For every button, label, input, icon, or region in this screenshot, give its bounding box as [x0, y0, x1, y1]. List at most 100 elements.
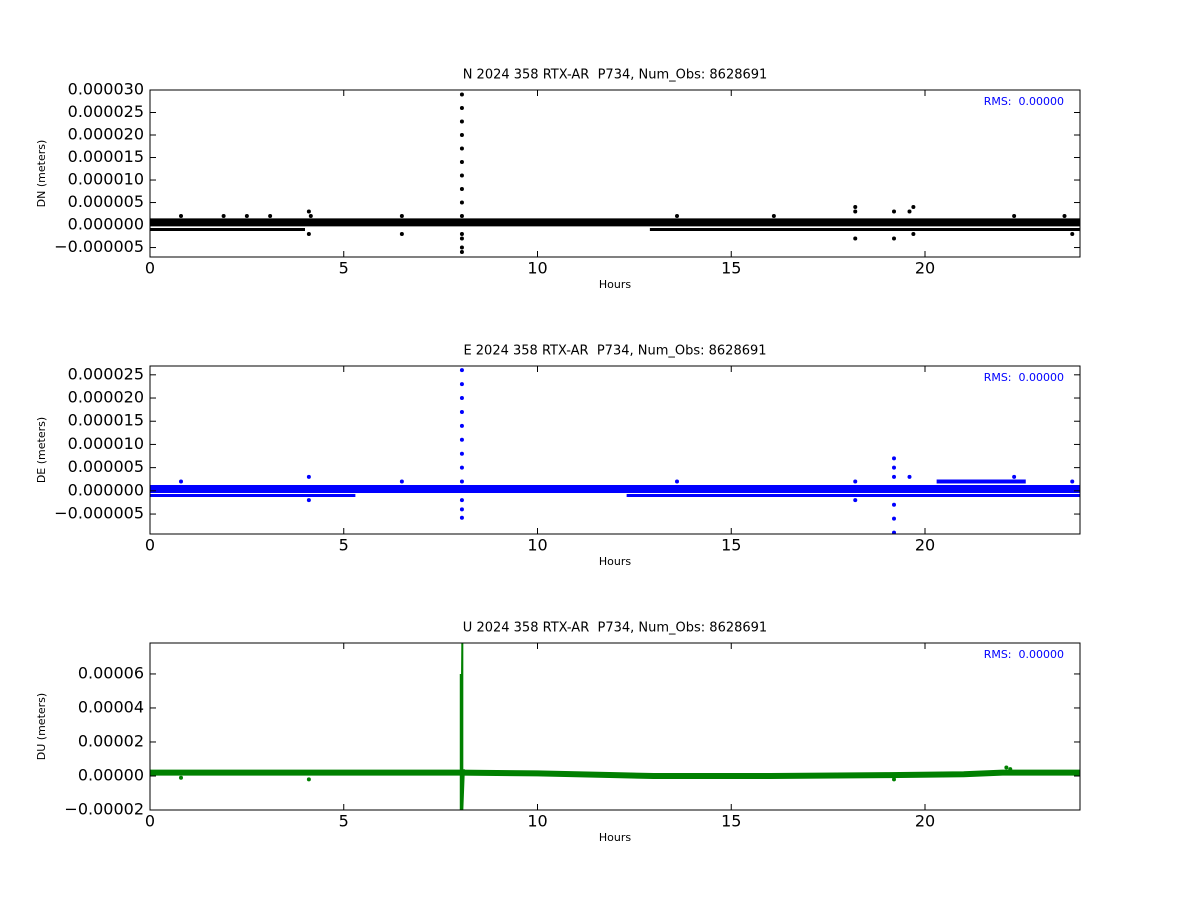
y-tick-label: 0.000030 [68, 80, 144, 99]
data-point [459, 245, 464, 250]
y-tick-label: 0.000005 [68, 457, 144, 476]
x-tick-label: 0 [145, 259, 155, 278]
y-tick-label: 0.000000 [68, 215, 144, 234]
data-line [459, 643, 465, 810]
y-tick-label: 0.00004 [78, 697, 144, 716]
data-point [853, 209, 858, 214]
data-point [892, 530, 896, 534]
data-point [179, 479, 183, 484]
data-point [1004, 765, 1009, 770]
data-point [1012, 214, 1017, 219]
data-point [268, 214, 273, 219]
x-tick-label: 20 [915, 812, 935, 831]
y-tick-label: −0.000005 [54, 237, 144, 256]
data-point [306, 209, 311, 214]
data-point [892, 516, 896, 521]
axes-frame [149, 89, 1081, 258]
x-tick-label: 20 [915, 259, 935, 278]
y-axis-label: DE (meters) [35, 417, 48, 483]
y-axis-label: DN (meters) [35, 140, 48, 208]
data-point [853, 479, 858, 484]
data-point [907, 209, 912, 214]
x-tick-label: 10 [527, 536, 547, 555]
data-point [399, 214, 404, 219]
data-point [221, 214, 226, 219]
data-point [459, 214, 464, 219]
data-point [1070, 232, 1075, 237]
data-point [179, 775, 183, 780]
data-point [1062, 214, 1067, 219]
data-point [853, 498, 858, 503]
y-tick-label: −0.000005 [54, 504, 144, 523]
data-point [892, 209, 896, 214]
y-tick-label: 0.000020 [68, 388, 144, 407]
data-point [459, 236, 464, 241]
data-point [459, 382, 464, 387]
y-tick-label: 0.00002 [78, 731, 144, 750]
x-tick-label: 10 [527, 812, 547, 831]
data-point [459, 423, 464, 428]
axes-frame [149, 642, 1081, 811]
data-point [459, 160, 464, 165]
data-point [892, 465, 896, 470]
data-point [459, 515, 464, 520]
y-axis-label: DU (meters) [35, 693, 48, 760]
y-tick-label: 0.000015 [68, 147, 144, 166]
data-point [306, 232, 311, 237]
data-point [459, 106, 464, 111]
data-point [459, 498, 464, 503]
y-tick-label: 0.000000 [68, 480, 144, 499]
data-point [459, 437, 464, 442]
x-axis-label: Hours [599, 555, 631, 568]
data-point [399, 232, 404, 237]
x-tick-label: 0 [145, 812, 155, 831]
marks [150, 368, 1080, 534]
x-tick-label: 15 [721, 812, 741, 831]
plot-area [150, 92, 1080, 255]
data-point [459, 92, 464, 97]
y-tick-label: 0.000020 [68, 125, 144, 144]
x-tick-label: 10 [527, 259, 547, 278]
x-axis-label: Hours [599, 831, 631, 844]
data-point [459, 465, 464, 470]
data-point [1008, 767, 1013, 772]
data-point [892, 502, 896, 507]
data-point [675, 214, 679, 219]
x-tick-label: 5 [339, 536, 349, 555]
data-point [853, 236, 858, 241]
data-point [675, 479, 679, 484]
data-point [459, 232, 464, 237]
plot-area [150, 368, 1080, 534]
data-point [853, 205, 858, 210]
y-tick-label: 0.000005 [68, 192, 144, 211]
chart-title: U 2024 358 RTX-AR P734, Num_Obs: 8628691 [463, 621, 767, 636]
data-point [459, 187, 464, 192]
data-point [459, 173, 464, 178]
data-point [892, 456, 896, 461]
data-line [150, 769, 1080, 779]
data-point [459, 409, 464, 414]
chart-title: E 2024 358 RTX-AR P734, Num_Obs: 8628691 [463, 344, 766, 359]
marks [150, 92, 1080, 255]
y-tick-label: 0.000015 [68, 411, 144, 430]
plot-area [150, 643, 1080, 810]
data-point [907, 474, 912, 479]
data-point [1070, 479, 1075, 484]
x-tick-label: 20 [915, 536, 935, 555]
data-point [179, 214, 183, 219]
data-point [459, 133, 464, 138]
annotation: RMS: 0.00000 [984, 95, 1064, 108]
chart-title: N 2024 358 RTX-AR P734, Num_Obs: 8628691 [463, 68, 768, 83]
y-tick-label: −0.00002 [64, 800, 144, 819]
data-point [459, 200, 464, 205]
data-point [771, 214, 776, 219]
y-tick-label: 0.000010 [68, 170, 144, 189]
data-point [306, 777, 311, 782]
y-tick-label: 0.00006 [78, 663, 144, 682]
data-point [459, 396, 464, 401]
data-point [306, 474, 311, 479]
axes-frame [149, 365, 1081, 535]
data-point [892, 236, 896, 241]
data-point [459, 119, 464, 124]
